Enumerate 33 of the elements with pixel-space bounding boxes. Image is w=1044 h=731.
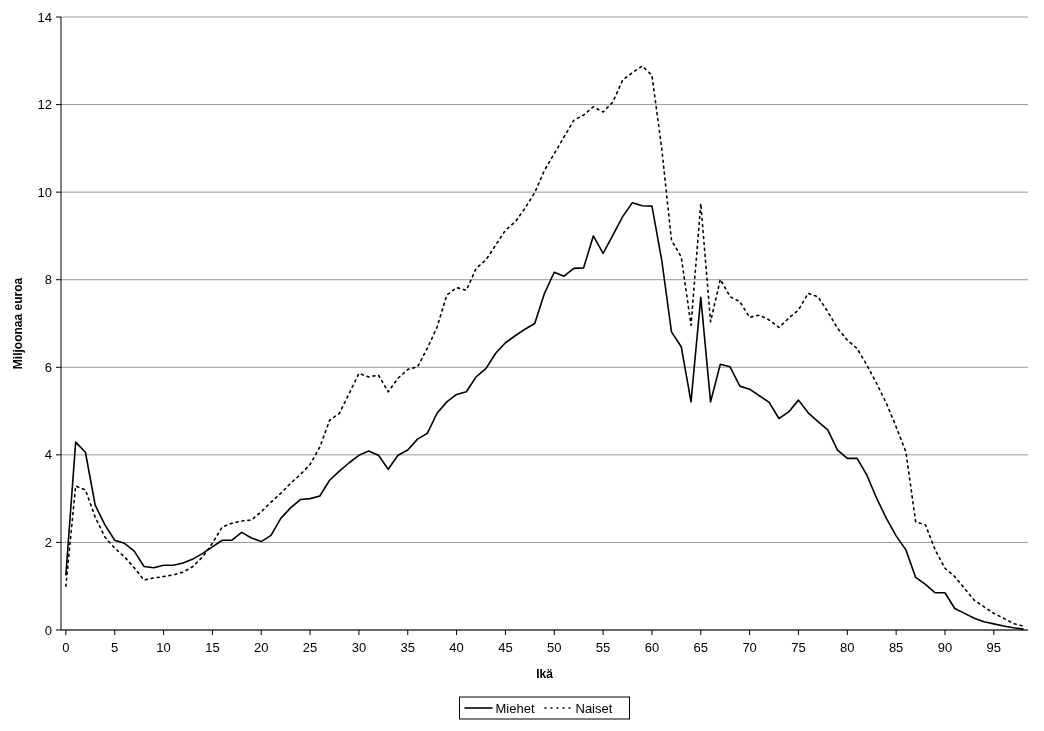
x-tick-label: 40 bbox=[449, 640, 464, 655]
line-series bbox=[65, 65, 1024, 627]
x-tick-label: 30 bbox=[351, 640, 367, 655]
x-tick-label: 0 bbox=[62, 640, 70, 655]
y-tick-label: 2 bbox=[44, 534, 52, 550]
x-tick-label: 50 bbox=[547, 640, 562, 655]
x-tick-label: 90 bbox=[937, 640, 953, 655]
y-tick-label: 0 bbox=[44, 622, 52, 638]
x-tick-label: 65 bbox=[693, 640, 709, 655]
x-axis-title: Ikä bbox=[536, 667, 554, 681]
x-tick-label: 75 bbox=[791, 640, 806, 655]
x-tick-label: 95 bbox=[986, 640, 1002, 655]
x-tick-label: 60 bbox=[644, 640, 660, 655]
legend-label: Naiset bbox=[575, 700, 613, 716]
x-tick-label: 10 bbox=[156, 640, 171, 655]
x-tick-label: 55 bbox=[595, 640, 611, 655]
x-tick-label: 85 bbox=[888, 640, 904, 655]
legend-label: Miehet bbox=[495, 700, 535, 716]
x-tick-label: 25 bbox=[302, 640, 318, 655]
y-tick-label: 12 bbox=[37, 97, 52, 113]
x-tick-label: 5 bbox=[111, 640, 119, 655]
y-tick-label: 10 bbox=[37, 184, 52, 200]
y-tick-label: 6 bbox=[44, 359, 52, 375]
y-tick-label: 8 bbox=[44, 272, 52, 288]
y-tick-label: 4 bbox=[44, 447, 52, 463]
x-tick-label: 35 bbox=[400, 640, 415, 655]
x-tick-label: 15 bbox=[205, 640, 220, 655]
y-axis-title: Miljoonaa euroa bbox=[11, 277, 25, 370]
y-tick-label: 14 bbox=[37, 9, 52, 25]
x-tick-label: 20 bbox=[254, 640, 269, 655]
x-tick-label: 45 bbox=[498, 640, 513, 655]
x-tick-label: 70 bbox=[742, 640, 757, 655]
x-tick-label: 80 bbox=[840, 640, 855, 655]
